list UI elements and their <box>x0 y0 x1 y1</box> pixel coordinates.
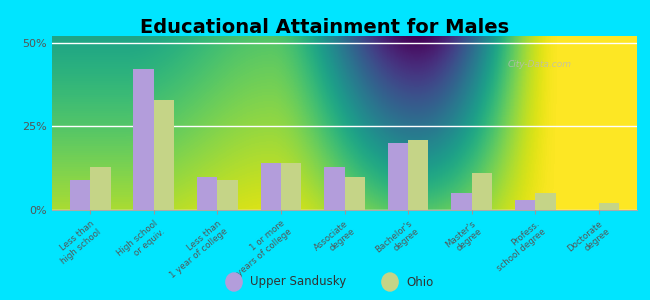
Bar <box>451 193 472 210</box>
Bar <box>599 203 619 210</box>
Bar <box>154 100 174 210</box>
Text: Educational Attainment for Males: Educational Attainment for Males <box>140 18 510 37</box>
Bar <box>70 180 90 210</box>
Bar <box>408 140 428 210</box>
Bar <box>133 70 154 210</box>
Text: Upper Sandusky: Upper Sandusky <box>250 275 346 289</box>
Text: Ohio: Ohio <box>406 275 434 289</box>
Bar <box>217 180 238 210</box>
Bar <box>515 200 535 210</box>
Bar <box>344 176 365 210</box>
Bar <box>388 143 408 210</box>
Bar <box>324 167 345 210</box>
Bar <box>472 173 492 210</box>
Text: City-Data.com: City-Data.com <box>508 60 572 69</box>
Bar <box>90 167 110 210</box>
Bar <box>197 176 217 210</box>
Bar <box>281 163 301 210</box>
Bar <box>261 163 281 210</box>
Bar <box>535 193 556 210</box>
